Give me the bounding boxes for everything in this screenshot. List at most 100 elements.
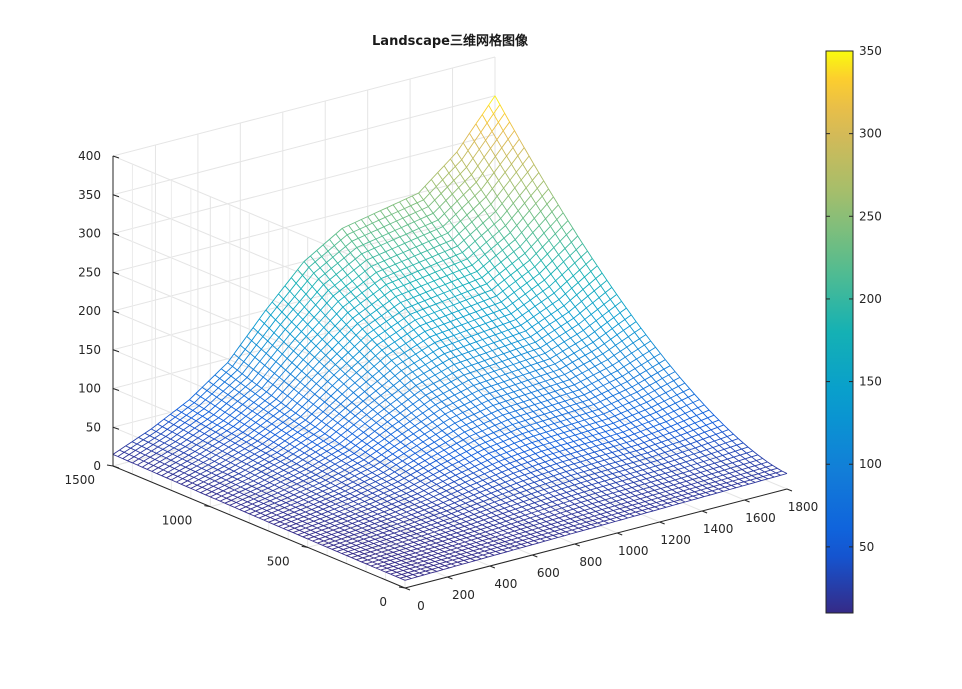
mesh-line-y <box>438 533 445 538</box>
mesh-line-x <box>263 403 271 410</box>
mesh-line-x <box>480 509 487 513</box>
mesh-line-x <box>183 469 191 474</box>
mesh-line-y <box>263 503 269 507</box>
mesh-line-x <box>263 314 272 324</box>
mesh-line-x <box>353 264 361 271</box>
mesh-line-y <box>168 421 174 425</box>
mesh-line-x <box>323 522 330 527</box>
mesh-line-x <box>482 452 490 457</box>
mesh-line-x <box>426 320 433 324</box>
mesh-line-x <box>589 445 597 449</box>
mesh-line-x <box>656 408 663 413</box>
mesh-line-x <box>561 386 569 390</box>
mesh-line-y <box>154 459 160 463</box>
mesh-line-x <box>623 325 631 331</box>
mesh-line-y <box>328 443 334 448</box>
mesh-line-y <box>246 336 252 342</box>
mesh-line-x <box>478 415 486 420</box>
mesh-line-x <box>363 241 370 246</box>
mesh-line-x <box>560 356 568 361</box>
mesh-line-x <box>398 242 405 247</box>
mesh-line-x <box>302 352 310 361</box>
mesh-line-x <box>295 275 303 284</box>
mesh-line-x <box>232 391 240 399</box>
mesh-line-y <box>429 558 436 562</box>
mesh-line-x <box>408 425 416 431</box>
mesh-line-x <box>570 516 577 520</box>
mesh-line-x <box>502 510 510 514</box>
mesh-line-x <box>651 430 659 434</box>
mesh-line-x <box>434 339 442 344</box>
mesh-line-y <box>407 506 414 510</box>
mesh-line-x <box>561 465 568 469</box>
mesh-line-x <box>611 400 618 405</box>
mesh-line-x <box>704 453 712 457</box>
mesh-line-y <box>309 496 316 500</box>
mesh-line-x <box>335 358 343 365</box>
mesh-line-x <box>293 416 301 422</box>
mesh-line-x <box>358 423 366 430</box>
mesh-line-x <box>729 470 736 474</box>
mesh-line-x <box>240 407 248 414</box>
mesh-line-x <box>508 239 516 246</box>
mesh-line-x <box>558 477 565 481</box>
mesh-line-x <box>456 284 463 289</box>
mesh-line-x <box>342 515 350 520</box>
mesh-line-x <box>161 451 168 456</box>
mesh-line-x <box>270 306 278 316</box>
mesh-line-x <box>203 402 211 410</box>
mesh-line-y <box>356 559 362 563</box>
mesh-line-y <box>222 450 228 455</box>
mesh-line-y <box>402 570 409 574</box>
mesh-line-x <box>270 514 277 518</box>
mesh-line-x <box>275 353 283 362</box>
mesh-line-x <box>198 399 206 407</box>
mesh-line-x <box>661 439 669 443</box>
mesh-line-x <box>208 431 216 437</box>
mesh-line-x <box>396 394 404 400</box>
mesh-line-y <box>270 431 276 436</box>
mesh-line-x <box>401 523 409 527</box>
mesh-line-x <box>716 454 723 458</box>
mesh-line-x <box>236 361 245 371</box>
mesh-line-x <box>519 545 527 549</box>
mesh-line-x <box>254 450 262 455</box>
mesh-line-x <box>454 159 463 167</box>
mesh-line-x <box>327 490 335 495</box>
mesh-line-x <box>168 416 176 423</box>
mesh-line-x <box>599 453 606 457</box>
mesh-line-x <box>586 519 593 523</box>
mesh-line-y <box>290 436 297 441</box>
mesh-line-y <box>372 492 378 497</box>
mesh-line-x <box>286 309 294 318</box>
mesh-line-x <box>485 529 493 533</box>
mesh-line-x <box>496 323 504 328</box>
mesh-line-x <box>463 188 471 196</box>
mesh-line-y <box>268 521 274 525</box>
mesh-line-x <box>420 386 428 391</box>
mesh-line-y <box>371 447 377 452</box>
mesh-line-y <box>209 458 215 462</box>
mesh-line-x <box>439 241 447 246</box>
mesh-line-x <box>208 405 216 413</box>
mesh-line-x <box>451 278 459 283</box>
mesh-line-x <box>238 386 246 393</box>
mesh-line-x <box>470 370 477 374</box>
mesh-line-y <box>504 541 511 545</box>
mesh-line-x <box>357 459 365 464</box>
mesh-line-x <box>367 557 375 561</box>
mesh-line-x <box>526 435 534 439</box>
mesh-line-x <box>431 356 439 362</box>
mesh-line-x <box>426 536 433 539</box>
mesh-line-x <box>512 298 520 304</box>
mesh-line-x <box>578 354 586 360</box>
mesh-line-x <box>580 250 588 258</box>
mesh-line-y <box>124 451 130 455</box>
mesh-line-x <box>532 505 540 509</box>
mesh-line-x <box>469 526 476 530</box>
mesh-line-y <box>384 527 390 532</box>
mesh-line-x <box>573 312 581 319</box>
mesh-line-x <box>337 495 344 500</box>
mesh-line-x <box>678 412 686 417</box>
mesh-line-x <box>494 395 502 399</box>
